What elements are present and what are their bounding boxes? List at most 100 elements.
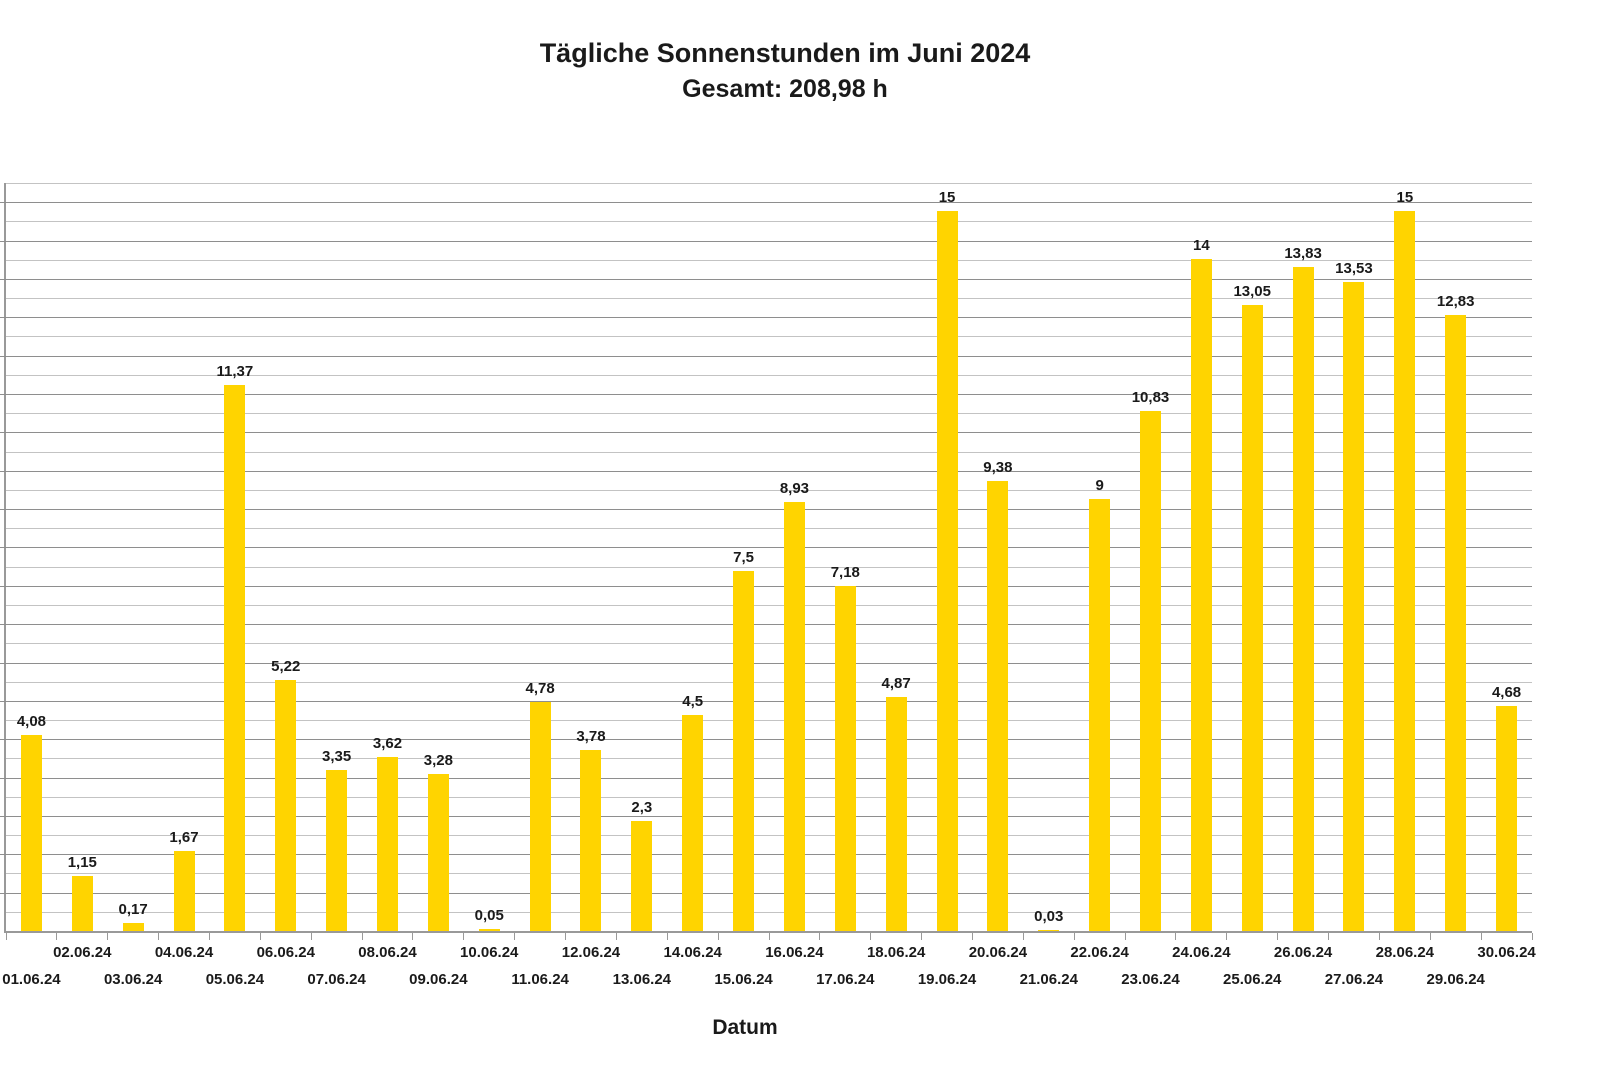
bar-value-label: 4,87 bbox=[881, 675, 911, 693]
bar bbox=[173, 850, 195, 931]
gridline bbox=[6, 911, 1532, 913]
x-axis-tick bbox=[870, 933, 872, 940]
x-axis-tick bbox=[615, 933, 617, 940]
x-axis-tick bbox=[1124, 933, 1126, 940]
y-axis-tick bbox=[0, 355, 6, 357]
gridline bbox=[6, 547, 1532, 549]
bar-value-label: 0,05 bbox=[474, 906, 504, 924]
gridline bbox=[6, 892, 1532, 894]
bar-value-label: 8,93 bbox=[779, 480, 810, 498]
x-axis-tick bbox=[1531, 933, 1533, 940]
gridline bbox=[6, 298, 1532, 300]
bar bbox=[1190, 259, 1212, 931]
bar bbox=[1089, 499, 1111, 931]
x-tick-label: 01.06.24 bbox=[2, 971, 61, 988]
gridline bbox=[6, 317, 1532, 319]
x-axis-tick bbox=[1022, 933, 1024, 940]
bar bbox=[1445, 315, 1467, 931]
x-tick-label: 17.06.24 bbox=[816, 971, 875, 988]
x-axis-tick bbox=[361, 933, 363, 940]
x-tick-label: 29.06.24 bbox=[1426, 971, 1485, 988]
x-tick-label: 03.06.24 bbox=[103, 971, 163, 988]
y-axis-tick bbox=[0, 393, 6, 395]
y-axis-tick bbox=[0, 240, 6, 242]
x-axis-tick bbox=[1480, 933, 1482, 940]
x-axis-tick bbox=[5, 933, 7, 940]
bar-value-label: 4,78 bbox=[525, 679, 555, 697]
x-tick-label: 09.06.24 bbox=[409, 971, 468, 988]
gridline bbox=[6, 643, 1532, 645]
y-axis-tick bbox=[0, 854, 6, 856]
gridline bbox=[6, 528, 1532, 530]
x-tick-label: 30.06.24 bbox=[1477, 944, 1536, 961]
x-tick-label: 10.06.24 bbox=[460, 944, 519, 961]
gridline bbox=[6, 604, 1532, 606]
y-axis-tick bbox=[0, 509, 6, 511]
gridline bbox=[6, 202, 1532, 204]
y-axis-tick bbox=[0, 777, 6, 779]
x-axis-tick bbox=[310, 933, 312, 940]
x-axis-tick bbox=[717, 933, 719, 940]
x-axis-tick bbox=[1226, 933, 1228, 940]
gridline bbox=[6, 815, 1532, 817]
bar bbox=[682, 715, 704, 931]
bar-value-label: 0,03 bbox=[1034, 907, 1064, 925]
bar-value-label: 13,83 bbox=[1284, 245, 1322, 263]
gridline bbox=[6, 183, 1532, 184]
bar bbox=[478, 928, 500, 931]
bar-value-label: 13,05 bbox=[1233, 282, 1271, 300]
bar-value-label: 10,83 bbox=[1131, 389, 1170, 407]
x-tick-label: 22.06.24 bbox=[1070, 944, 1129, 961]
bar-value-label: 4,5 bbox=[682, 693, 704, 710]
bar-value-label: 5,22 bbox=[271, 658, 301, 676]
bar-value-label: 0,17 bbox=[118, 900, 148, 918]
gridline bbox=[6, 221, 1532, 223]
x-tick-label: 28.06.24 bbox=[1375, 944, 1435, 961]
x-axis-tick bbox=[107, 933, 109, 940]
gridline bbox=[6, 393, 1532, 395]
bar-value-label: 3,28 bbox=[423, 751, 453, 769]
gridline bbox=[6, 835, 1532, 837]
gridline bbox=[6, 700, 1532, 702]
x-tick-label: 04.06.24 bbox=[154, 944, 214, 961]
x-tick-label: 15.06.24 bbox=[714, 971, 773, 988]
y-axis-tick bbox=[0, 547, 6, 549]
gridline bbox=[6, 566, 1532, 568]
x-tick-label: 07.06.24 bbox=[307, 971, 366, 988]
x-tick-label: 02.06.24 bbox=[53, 944, 112, 961]
bar-value-label: 9,38 bbox=[983, 458, 1013, 476]
x-tick-label: 12.06.24 bbox=[561, 944, 621, 961]
x-axis-tick bbox=[1073, 933, 1075, 940]
bar bbox=[275, 680, 297, 931]
bar bbox=[71, 875, 93, 931]
x-tick-label: 21.06.24 bbox=[1019, 971, 1078, 988]
bar bbox=[936, 211, 958, 931]
bar bbox=[733, 571, 755, 931]
x-axis-tick bbox=[1328, 933, 1330, 940]
gridline bbox=[6, 758, 1532, 760]
gridline bbox=[6, 278, 1532, 280]
bar-value-label: 3,35 bbox=[322, 748, 352, 766]
gridline bbox=[6, 739, 1532, 741]
x-axis-tick bbox=[514, 933, 516, 940]
x-axis-tick bbox=[259, 933, 261, 940]
gridline bbox=[6, 451, 1532, 453]
x-tick-label: 26.06.24 bbox=[1273, 944, 1333, 961]
y-axis-tick bbox=[0, 892, 6, 894]
y-axis-tick bbox=[0, 739, 6, 741]
bar-value-label: 7,18 bbox=[830, 564, 860, 582]
x-axis-tick bbox=[1175, 933, 1177, 940]
bar bbox=[834, 586, 856, 931]
x-axis-tick bbox=[208, 933, 210, 940]
bar bbox=[580, 749, 602, 931]
chart-title: Tägliche Sonnenstunden im Juni 2024 bbox=[539, 38, 1031, 68]
x-axis-title: Datum bbox=[712, 1016, 778, 1039]
bar bbox=[427, 773, 449, 931]
bar-value-label: 9 bbox=[1095, 477, 1104, 494]
y-axis-tick bbox=[0, 700, 6, 702]
x-tick-label: 25.06.24 bbox=[1223, 971, 1282, 988]
bar-value-label: 7,5 bbox=[733, 549, 754, 566]
x-tick-label: 11.06.24 bbox=[511, 971, 569, 988]
bar-value-label: 3,78 bbox=[576, 727, 606, 745]
bar-value-label: 15 bbox=[938, 189, 956, 206]
